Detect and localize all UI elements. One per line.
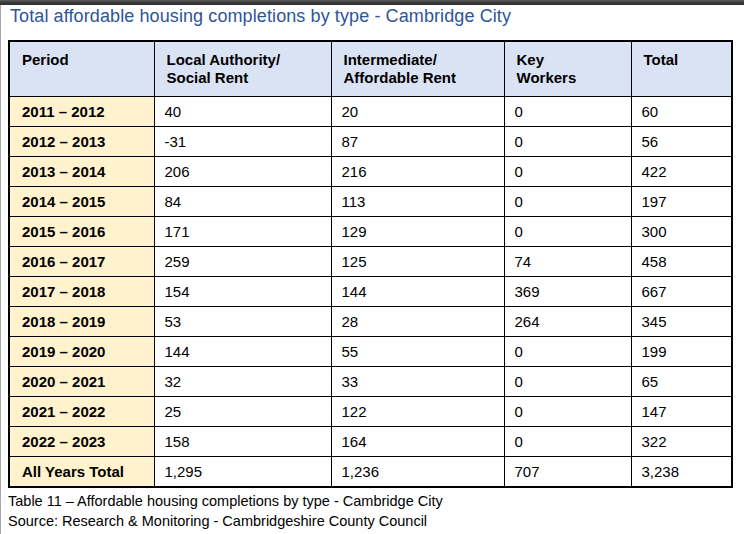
value-cell: 84 xyxy=(154,187,331,217)
value-cell: 122 xyxy=(331,397,504,427)
value-cell: 199 xyxy=(631,337,732,367)
table-caption: Table 11 – Affordable housing completion… xyxy=(8,492,443,512)
table-row: 2018 – 20195328264345 xyxy=(9,307,732,337)
table-footer: Table 11 – Affordable housing completion… xyxy=(8,492,443,531)
value-cell: 0 xyxy=(504,337,631,367)
table-row: 2022 – 20231581640322 xyxy=(9,427,732,457)
table-source: Source: Research & Monitoring - Cambridg… xyxy=(8,512,443,532)
value-cell: 125 xyxy=(331,247,504,277)
header-row: PeriodLocal Authority/ Social RentInterm… xyxy=(9,41,732,97)
period-cell: 2014 – 2015 xyxy=(9,187,154,217)
table-row: 2014 – 2015841130197 xyxy=(9,187,732,217)
window-top-edge xyxy=(0,0,744,5)
value-cell: -31 xyxy=(154,127,331,157)
period-cell: 2020 – 2021 xyxy=(9,367,154,397)
value-cell: 458 xyxy=(631,247,732,277)
period-cell: 2011 – 2012 xyxy=(9,97,154,127)
column-header: Local Authority/ Social Rent xyxy=(154,41,331,97)
table-row: 2021 – 2022251220147 xyxy=(9,397,732,427)
period-cell: All Years Total xyxy=(9,457,154,487)
value-cell: 40 xyxy=(154,97,331,127)
value-cell: 0 xyxy=(504,217,631,247)
value-cell: 300 xyxy=(631,217,732,247)
table-row: 2015 – 20161711290300 xyxy=(9,217,732,247)
value-cell: 0 xyxy=(504,367,631,397)
table-row: 2019 – 2020144550199 xyxy=(9,337,732,367)
value-cell: 667 xyxy=(631,277,732,307)
value-cell: 53 xyxy=(154,307,331,337)
table-row: 2012 – 2013-3187056 xyxy=(9,127,732,157)
value-cell: 56 xyxy=(631,127,732,157)
value-cell: 369 xyxy=(504,277,631,307)
value-cell: 144 xyxy=(331,277,504,307)
table-row: All Years Total1,2951,2367073,238 xyxy=(9,457,732,487)
period-cell: 2015 – 2016 xyxy=(9,217,154,247)
column-header: Key Workers xyxy=(504,41,631,97)
value-cell: 422 xyxy=(631,157,732,187)
value-cell: 0 xyxy=(504,157,631,187)
value-cell: 345 xyxy=(631,307,732,337)
value-cell: 74 xyxy=(504,247,631,277)
table-row: 2016 – 201725912574458 xyxy=(9,247,732,277)
value-cell: 113 xyxy=(331,187,504,217)
value-cell: 1,295 xyxy=(154,457,331,487)
housing-completions-table: PeriodLocal Authority/ Social RentInterm… xyxy=(8,40,733,488)
value-cell: 3,238 xyxy=(631,457,732,487)
window-left-edge xyxy=(0,5,1,534)
value-cell: 0 xyxy=(504,97,631,127)
value-cell: 158 xyxy=(154,427,331,457)
table-header: PeriodLocal Authority/ Social RentInterm… xyxy=(9,41,732,97)
table-row: 2017 – 2018154144369667 xyxy=(9,277,732,307)
value-cell: 154 xyxy=(154,277,331,307)
period-cell: 2018 – 2019 xyxy=(9,307,154,337)
value-cell: 171 xyxy=(154,217,331,247)
value-cell: 264 xyxy=(504,307,631,337)
value-cell: 25 xyxy=(154,397,331,427)
period-cell: 2021 – 2022 xyxy=(9,397,154,427)
column-header: Intermediate/ Affordable Rent xyxy=(331,41,504,97)
table-body: 2011 – 201240200602012 – 2013-3187056201… xyxy=(9,97,732,487)
value-cell: 0 xyxy=(504,187,631,217)
value-cell: 216 xyxy=(331,157,504,187)
value-cell: 206 xyxy=(154,157,331,187)
value-cell: 60 xyxy=(631,97,732,127)
value-cell: 707 xyxy=(504,457,631,487)
value-cell: 20 xyxy=(331,97,504,127)
period-cell: 2017 – 2018 xyxy=(9,277,154,307)
value-cell: 164 xyxy=(331,427,504,457)
value-cell: 65 xyxy=(631,367,732,397)
value-cell: 32 xyxy=(154,367,331,397)
period-cell: 2019 – 2020 xyxy=(9,337,154,367)
column-header: Period xyxy=(9,41,154,97)
period-cell: 2013 – 2014 xyxy=(9,157,154,187)
period-cell: 2012 – 2013 xyxy=(9,127,154,157)
table-row: 2020 – 20213233065 xyxy=(9,367,732,397)
value-cell: 259 xyxy=(154,247,331,277)
value-cell: 0 xyxy=(504,127,631,157)
period-cell: 2016 – 2017 xyxy=(9,247,154,277)
value-cell: 144 xyxy=(154,337,331,367)
value-cell: 322 xyxy=(631,427,732,457)
value-cell: 55 xyxy=(331,337,504,367)
period-cell: 2022 – 2023 xyxy=(9,427,154,457)
value-cell: 33 xyxy=(331,367,504,397)
value-cell: 28 xyxy=(331,307,504,337)
column-header: Total xyxy=(631,41,732,97)
value-cell: 147 xyxy=(631,397,732,427)
page-title: Total affordable housing completions by … xyxy=(10,6,511,27)
value-cell: 87 xyxy=(331,127,504,157)
value-cell: 1,236 xyxy=(331,457,504,487)
table-row: 2011 – 20124020060 xyxy=(9,97,732,127)
value-cell: 197 xyxy=(631,187,732,217)
value-cell: 129 xyxy=(331,217,504,247)
value-cell: 0 xyxy=(504,397,631,427)
value-cell: 0 xyxy=(504,427,631,457)
table-row: 2013 – 20142062160422 xyxy=(9,157,732,187)
